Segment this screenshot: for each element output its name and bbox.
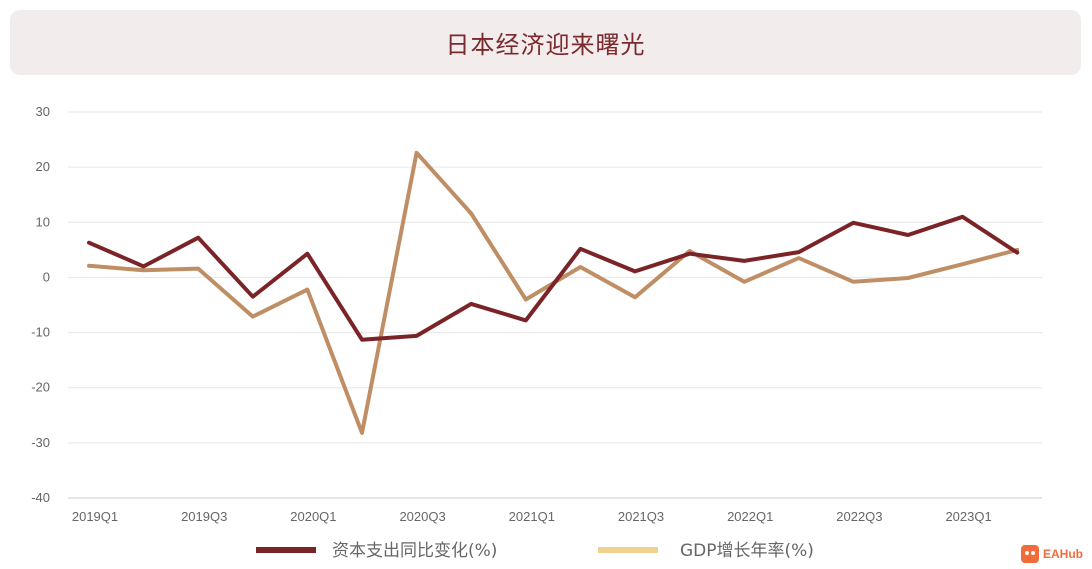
legend-label: GDP增长年率(%)	[680, 541, 814, 561]
brand-watermark: EAHub	[1021, 544, 1083, 564]
y-tick-label: -30	[31, 435, 50, 450]
y-tick-label: -10	[31, 325, 50, 340]
piggy-logo-icon	[1021, 545, 1039, 563]
y-tick-label: -20	[31, 380, 50, 395]
y-tick-label: 20	[36, 159, 50, 174]
x-tick-label: 2022Q1	[727, 509, 773, 524]
x-tick-label: 2020Q3	[399, 509, 445, 524]
x-tick-label: 2020Q1	[290, 509, 336, 524]
x-tick-label: 2021Q3	[618, 509, 664, 524]
x-tick-label: 2019Q3	[181, 509, 227, 524]
x-tick-label: 2022Q3	[836, 509, 882, 524]
y-tick-label: 0	[43, 269, 50, 284]
y-tick-label: 10	[36, 214, 50, 229]
chart-title: 日本经济迎来曙光	[445, 31, 646, 59]
series-line-1	[87, 150, 1020, 435]
legend-label: 资本支出同比变化(%)	[332, 541, 497, 561]
chart-title-banner: 日本经济迎来曙光	[10, 10, 1081, 75]
x-tick-label: 2021Q1	[509, 509, 555, 524]
y-tick-label: 30	[36, 104, 50, 119]
series-line-0	[87, 214, 1020, 342]
brand-name: EAHub	[1043, 547, 1083, 561]
x-tick-label: 2019Q1	[72, 509, 118, 524]
x-tick-label: 2023Q1	[945, 509, 991, 524]
y-tick-label: -40	[31, 490, 50, 505]
